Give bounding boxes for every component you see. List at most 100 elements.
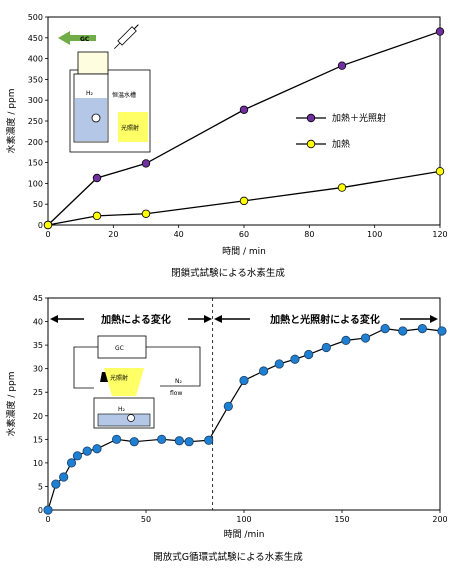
chart-2-y-tick-label: 45 [33,294,43,303]
chart-1-data-point [239,196,249,206]
chart-2-data-point [290,354,300,364]
chart-2-y-tick-label: 40 [33,318,43,327]
chart-2-x-tick-label: 50 [141,515,151,524]
outlet-tube [146,346,201,387]
chart-1-y-tick-label: 250 [28,117,43,126]
chart-1-data-point [337,61,347,70]
chart-2-data-point [72,451,83,461]
chart-1-y-tick-label: 500 [28,13,43,22]
light-label: 光照射 [121,124,139,132]
chart-2-caption: 開放式G循環式試験による水素生成 [153,551,303,563]
chart-2-data-point [204,435,214,445]
chart-2-data-point [239,375,249,386]
chart-1-y-tick-label: 400 [28,55,43,64]
chart-1-data-point [92,211,102,221]
chart-1-x-tick-label: 80 [304,230,314,239]
chart-2-x-tick-label: 150 [334,515,349,524]
chart-1-x-tick-label: 40 [174,230,184,239]
chart-1-data-point [435,27,445,36]
gc-arrow-icon [58,31,96,45]
chart-1-x-tick-label: 0 [45,230,50,239]
chart-1-y-tick-label: 200 [28,138,43,147]
chart-1-y-tick-label: 300 [28,96,43,105]
chart-1-x-tick-label: 60 [239,230,249,239]
chart-2-y-tick-label: 25 [33,388,43,397]
chart-1-y-tick-label: 50 [33,200,43,209]
chart-2-apparatus-inset: GC 光照射 N₂ flow H₂ [73,335,201,429]
chart-2-data-point [174,436,184,446]
chart-2-data-point [59,472,69,482]
chart-2-data-point [417,324,427,334]
chart-2-data-point [51,479,61,489]
chart-1-y-tick-label: 450 [28,34,43,43]
h2-label-2: H₂ [118,406,126,413]
chart-1-data-point [92,173,102,183]
chart-2-data-point [274,359,284,369]
chart-1-data-point [141,159,151,168]
phase-1-label: 加熱による変化 [100,313,171,326]
chart-2-data-point [112,434,122,444]
reactor-liquid [97,413,151,427]
chart-1-data-point [43,220,53,230]
chart-2-data-point [360,333,371,343]
flask-neck [77,51,109,75]
chart-2-y-tick-label: 20 [33,412,43,421]
chart-1-x-tick-label: 120 [432,230,447,239]
chart-1-data-point [337,183,347,192]
chart-1-series-line [47,30,441,226]
chart-2-phase-arrows: 加熱による変化 加熱と光照射による変化 [50,312,438,326]
chart-1-data-point [141,209,151,218]
chart-2-data-point [437,326,447,336]
chart-2-y-tick-label: 5 [38,482,43,491]
chart-2-data-point [304,349,314,360]
chart-2-data-point [82,446,92,456]
h2-label: H₂ [86,90,94,97]
chart-2-data-point [43,505,53,515]
chart-1-caption: 閉鎖式試験による水素生成 [171,267,285,279]
chart-2-data-point [129,437,139,447]
bath-label: 恒温水槽 [112,91,136,99]
chart-2-data-point [223,401,233,411]
chart-2-data-point [258,366,269,376]
chart-2-x-tick-label: 100 [236,515,251,524]
chart-2-data-point [184,437,194,447]
reactor-bubble [127,414,135,422]
chart-2-data-point [66,458,77,468]
return-tube [73,346,98,389]
chart-2-y-axis-label: 水素濃度 / ppm [5,372,17,437]
chart-1-x-tick-label: 20 [108,230,118,239]
chart-2-y-tick-label: 10 [33,459,43,468]
legend-label: 加熱 [332,138,350,150]
chart-1-x-axis-label: 時間 / min [222,246,266,257]
chart-2-data-point [398,326,408,336]
light-cone [104,368,144,396]
chart-2-x-tick-label: 0 [45,515,50,524]
chart-1-y-tick-label: 100 [28,179,43,188]
chart-2-y-tick-label: 0 [38,506,43,515]
chart-2-data-point [341,335,351,345]
chart-2-y-tick-label: 30 [33,365,43,374]
chart-2-x-tick-label: 200 [432,515,447,524]
chart-1-y-axis-label: 水素濃度 / ppm [5,89,17,154]
chart-1-series-line [47,170,441,226]
legend-label: 加熱＋光照射 [332,112,386,124]
legend-marker [306,113,316,123]
chart-1-y-tick-label: 350 [28,75,43,84]
chart-2-data-point [380,324,390,334]
chart-2-x-axis-label: 時間 /min [224,529,265,540]
light-source [118,112,148,142]
flow-label: flow [170,390,182,397]
n2-label: N₂ [175,378,182,385]
light-label-2: 光照射 [110,374,128,382]
chart-1-closed-test: 0 50 100 150 200 250 300 350 400 450 500 0 20 40 60 80… [5,13,448,279]
chart-1-data-point [435,167,445,176]
chart-2-y-tick-label: 15 [33,435,43,444]
gc-label-2: GC [115,345,124,352]
chart-2-data-point [157,434,167,444]
chart-2-data-point [321,342,331,353]
chart-2-y-tick-label: 35 [33,341,43,350]
phase-2-label: 加熱と光照射による変化 [269,313,380,326]
chart-2-open-test: 0 5 10 15 20 25 30 35 40 45 0 50 100 150 200 加熱による変化 … [5,294,448,563]
chart-1-y-tick-label: 0 [38,221,43,230]
